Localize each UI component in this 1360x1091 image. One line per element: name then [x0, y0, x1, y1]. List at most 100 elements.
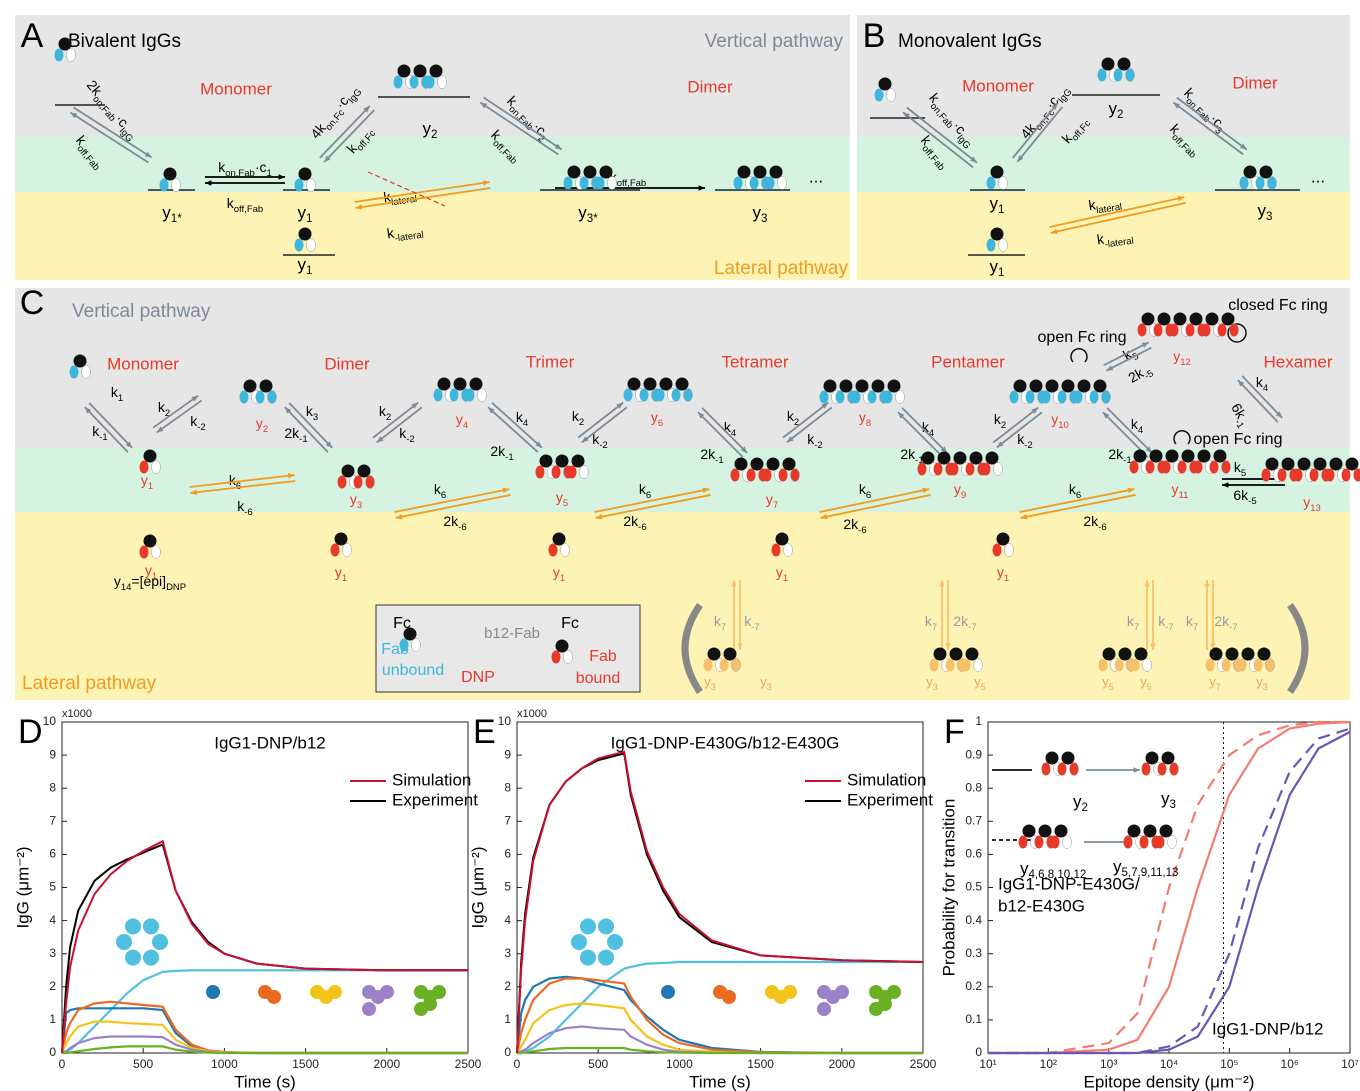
- fab-arm: [67, 49, 76, 62]
- legend-label: Fab: [589, 648, 617, 665]
- y-tick-label: 6: [504, 847, 511, 861]
- label-part: 6: [1076, 490, 1081, 501]
- legend-label: b12-Fab: [484, 625, 540, 642]
- label-part: 5: [563, 498, 568, 509]
- label-part: 10: [1058, 420, 1069, 431]
- fab-arm: [331, 544, 340, 557]
- label-part: y: [456, 411, 463, 427]
- fab-arm: [564, 177, 573, 190]
- fab-arm: [596, 177, 605, 190]
- fab-arm: [434, 389, 443, 402]
- fab-arm: [295, 239, 304, 252]
- x-axis-label: Time (s): [234, 1072, 296, 1091]
- label-part: 2k: [443, 513, 459, 529]
- fab-arm: [343, 544, 352, 557]
- label-part: 2: [431, 129, 437, 141]
- ellipsis: ...: [809, 167, 823, 186]
- species-pictogram: [432, 985, 446, 999]
- fab-arm: [1240, 177, 1249, 190]
- fab-arm: [875, 89, 884, 102]
- fab-arm: [1268, 177, 1277, 190]
- y-tick-label: 3: [49, 946, 56, 960]
- fab-arm: [778, 177, 787, 190]
- label-part: 1: [783, 573, 788, 584]
- label-part: 4: [1138, 425, 1144, 436]
- x-axis-label: Epitope density (μm⁻²): [1084, 1072, 1255, 1091]
- x-tick-label: 0: [59, 1057, 66, 1071]
- fab-arm: [763, 469, 772, 482]
- fab-arm: [1058, 763, 1067, 776]
- label-part: -7: [1229, 622, 1237, 633]
- label-part: 2k: [900, 446, 916, 462]
- fab-arm: [1310, 469, 1319, 482]
- annotation: b12-E430G: [998, 896, 1085, 915]
- fab-arm: [974, 659, 983, 672]
- fab-arm: [256, 391, 265, 404]
- fab-arm: [684, 389, 693, 402]
- species-pictogram: [267, 990, 281, 1004]
- label-part: 2k: [284, 425, 300, 441]
- label-part: 5,7,9,11,13: [1122, 867, 1179, 879]
- fab-arm: [1178, 461, 1187, 474]
- label-part: 1: [118, 393, 123, 404]
- species-pictogram: [328, 985, 342, 999]
- y-tick-label: 0.1: [965, 1012, 982, 1026]
- y-tick-label: 0.9: [965, 747, 982, 761]
- letter: A: [21, 17, 44, 55]
- species-pictogram: [423, 997, 437, 1011]
- label-part: 1: [342, 573, 347, 584]
- label-part: 4: [463, 420, 469, 431]
- label-part: y: [1051, 411, 1058, 427]
- label-part: 1: [148, 481, 153, 492]
- fab-arm: [766, 177, 775, 190]
- fab-arm: [999, 177, 1008, 190]
- fab-arm: [672, 389, 681, 402]
- chart-title: IgG1-DNP-E430G/b12-E430G: [611, 733, 840, 752]
- fab-arm: [1090, 391, 1099, 404]
- fab-arm: [1140, 836, 1149, 849]
- y-tick-label: 9: [504, 747, 511, 761]
- species-pictogram: [362, 1002, 376, 1016]
- fab-arm: [172, 179, 181, 192]
- label-part: 1: [998, 204, 1004, 216]
- scale-note: x1000: [517, 708, 547, 720]
- label-part: 2k: [1108, 446, 1124, 462]
- y-tick-label: 10: [43, 714, 57, 728]
- fab-arm: [1099, 659, 1108, 672]
- stages: Dimer: [324, 354, 370, 373]
- label-part: 2k: [953, 613, 969, 629]
- fab-arm: [1070, 763, 1079, 776]
- fab-arm: [152, 461, 161, 474]
- fab-arm: [896, 391, 905, 404]
- fab-arm: [1042, 391, 1051, 404]
- fab-arm: [412, 639, 421, 652]
- fab-arm: [1154, 324, 1163, 337]
- y-tick-label: 0.7: [965, 813, 982, 827]
- fab-arm: [608, 177, 617, 190]
- species-pictogram: [125, 918, 141, 934]
- fab-arm: [70, 366, 79, 379]
- legend-label: Simulation: [847, 770, 926, 789]
- stages: Trimer: [526, 352, 575, 371]
- fab-arm: [1294, 469, 1303, 482]
- label-part: y: [350, 491, 357, 507]
- stages: Monomer: [962, 76, 1034, 95]
- notes: open Fc ring: [1038, 329, 1127, 346]
- label-part: 6: [646, 490, 651, 501]
- vertical: Vertical pathway: [72, 301, 211, 322]
- fab-arm: [152, 546, 161, 559]
- label-part: 3*: [587, 213, 598, 225]
- y-tick-label: 5: [49, 880, 56, 894]
- x-tick-label: 0: [514, 1057, 521, 1071]
- x-axis-label: Time (s): [689, 1072, 751, 1091]
- annotation: IgG1-DNP/b12: [1212, 1019, 1324, 1038]
- label-part: 2k: [623, 513, 639, 529]
- label-part: 2k: [1083, 513, 1099, 529]
- fab-arm: [966, 463, 975, 476]
- y-tick-label: 0: [504, 1045, 511, 1059]
- label-part: -6: [244, 507, 252, 518]
- fab-arm: [552, 466, 561, 479]
- fab-arm: [750, 177, 759, 190]
- fab-arm: [438, 76, 447, 89]
- stages: Dimer: [1232, 73, 1278, 92]
